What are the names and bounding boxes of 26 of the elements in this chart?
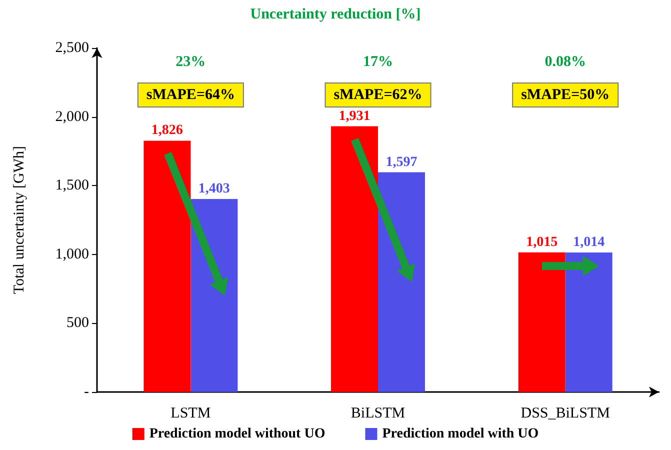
x-tick-label: DSS_BiLSTM: [520, 406, 610, 422]
x-tick-label: BiLSTM: [350, 406, 406, 422]
y-tick-label: 2,000: [55, 108, 89, 125]
annotation: sMAPE=50%: [521, 87, 610, 103]
y-tick-label: -: [84, 384, 89, 400]
data-label: 1,014: [573, 234, 605, 250]
y-axis-title: Total uncertainty [GWh]: [12, 146, 28, 294]
y-tick-label: 500: [66, 315, 89, 332]
annotation: 17%: [363, 54, 393, 70]
annotation: 23%: [176, 54, 206, 70]
data-label: 1,931: [338, 108, 370, 124]
x-tick-label: LSTM: [170, 406, 211, 422]
legend-label: Prediction model with UO: [382, 426, 539, 442]
annotation: sMAPE=64%: [146, 87, 235, 103]
annotation: 0.08%: [544, 54, 586, 70]
legend-label: Prediction model without UO: [149, 426, 326, 442]
data-label: 1,597: [386, 154, 418, 170]
chart-title: Uncertainty reduction [%]: [250, 6, 421, 22]
bar: [518, 252, 566, 392]
data-label: 1,015: [526, 234, 558, 250]
data-label: 1,403: [198, 181, 230, 196]
annotation: sMAPE=62%: [334, 87, 422, 103]
y-tick-label: 2,500: [55, 40, 89, 56]
y-tick-label: 1,500: [55, 178, 89, 194]
data-label: 1,826: [151, 123, 183, 138]
y-tick-label: 1,000: [55, 246, 89, 262]
